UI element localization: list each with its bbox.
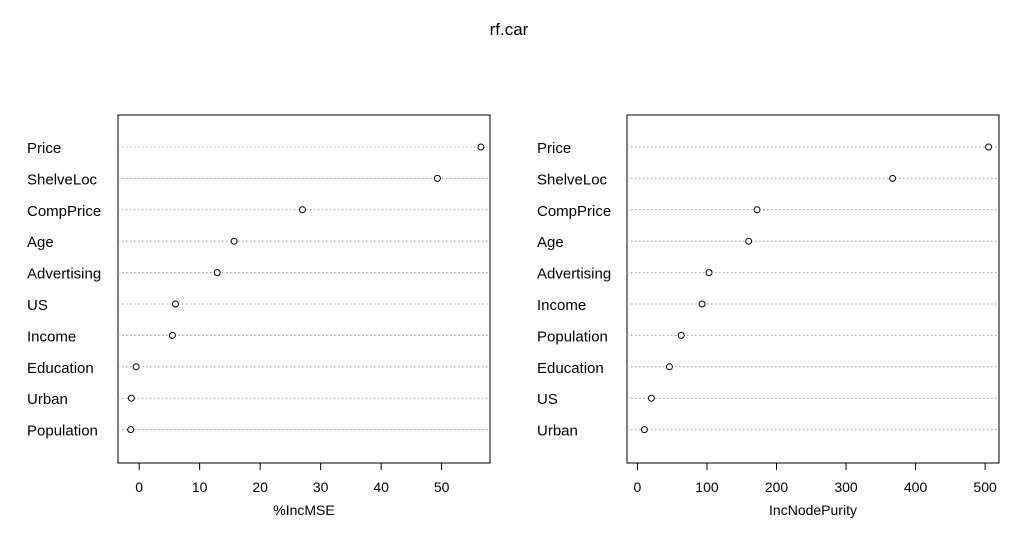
data-point [433, 174, 441, 182]
panel-incnodepurity: Price ShelveLoc CompPrice Age Advertising Inc… [537, 114, 1000, 518]
x-tick-label: 0 [634, 479, 642, 495]
x-tick-label: 200 [765, 479, 789, 495]
data-point [985, 143, 993, 151]
data-point [677, 331, 685, 339]
category-label: Age [27, 234, 54, 251]
category-label: US [537, 391, 558, 408]
data-point [213, 269, 221, 277]
category-label: Price [537, 140, 571, 157]
category-label: ShelveLoc [27, 171, 98, 188]
x-tick-label: 100 [695, 479, 719, 495]
panel-incmse: Price ShelveLoc CompPrice Age Advertising US I… [27, 114, 491, 518]
category-label: Population [537, 328, 608, 345]
x-tick-label: 300 [834, 479, 858, 495]
data-point [640, 426, 648, 434]
chart-title: rf.car [490, 20, 529, 39]
data-point [127, 426, 135, 434]
category-label: Population [27, 423, 98, 440]
x-tick-label: 50 [434, 479, 450, 495]
x-axis-label: %IncMSE [273, 502, 334, 518]
category-label: Advertising [537, 266, 611, 283]
category-label: Urban [537, 423, 578, 440]
data-point [127, 394, 135, 402]
category-label: US [27, 297, 48, 314]
x-tick-label: 10 [192, 479, 208, 495]
x-tick-label: 20 [252, 479, 268, 495]
data-point [477, 143, 485, 151]
data-point [171, 300, 179, 308]
data-point [298, 206, 306, 214]
x-tick-label: 400 [904, 479, 928, 495]
category-label: Education [537, 360, 604, 377]
category-label: Price [27, 140, 61, 157]
data-point [168, 331, 176, 339]
data-point [230, 237, 238, 245]
data-point [889, 174, 897, 182]
x-axis-label: IncNodePurity [769, 502, 857, 518]
plot-frame [117, 114, 491, 464]
x-tick-label: 30 [313, 479, 329, 495]
category-label: ShelveLoc [537, 171, 608, 188]
data-point [665, 363, 673, 371]
data-point [698, 300, 706, 308]
category-label: CompPrice [27, 203, 101, 220]
category-label: Age [537, 234, 564, 251]
data-point [132, 363, 140, 371]
category-label: Income [537, 297, 586, 314]
x-tick-label: 40 [373, 479, 389, 495]
data-point [753, 206, 761, 214]
category-label: Advertising [27, 266, 101, 283]
data-point [647, 394, 655, 402]
category-label: CompPrice [537, 203, 611, 220]
category-label: Income [27, 328, 76, 345]
plot-frame [626, 114, 1000, 464]
category-label: Education [27, 360, 94, 377]
x-tick-label: 500 [973, 479, 997, 495]
data-point [705, 269, 713, 277]
x-tick-label: 0 [135, 479, 143, 495]
data-point [745, 237, 753, 245]
category-label: Urban [27, 391, 68, 408]
